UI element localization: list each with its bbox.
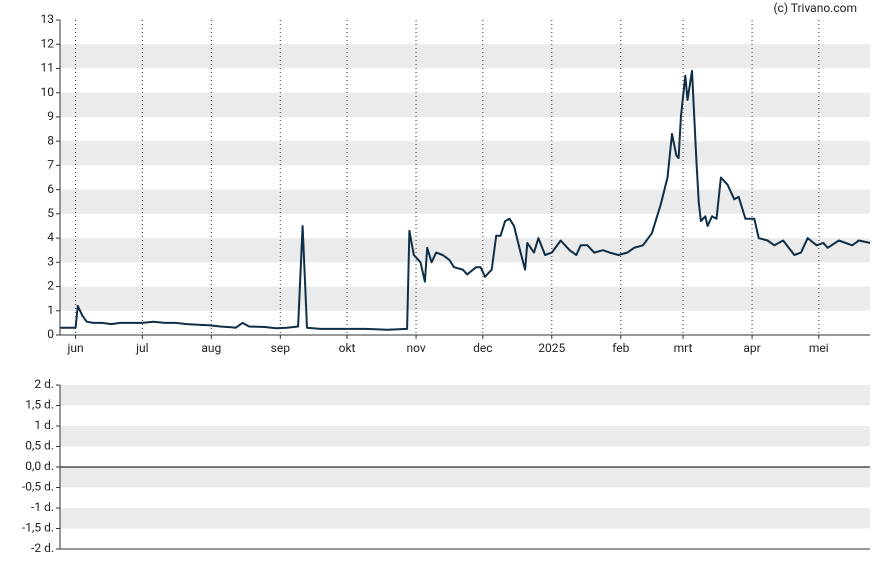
y-tick-label: 0,5 d. (25, 439, 54, 453)
y-tick-label: 13 (41, 12, 55, 26)
y-tick-label: 1 (47, 303, 54, 317)
y-tick-label: 2 d. (34, 377, 54, 391)
price-line (60, 69, 871, 331)
y-tick-label: 10 (41, 85, 55, 99)
y-tick-label: 1,5 d. (25, 398, 54, 412)
y-tick-label: 11 (41, 61, 55, 75)
y-tick-label: 0 (47, 327, 54, 341)
y-tick-label: 9 (47, 109, 54, 123)
y-tick-label: 6 (47, 182, 54, 196)
band (60, 238, 870, 263)
x-tick-label: aug (201, 341, 221, 355)
x-tick-label: mei (809, 341, 829, 355)
band (60, 467, 870, 488)
band (60, 189, 870, 214)
band (60, 44, 870, 69)
x-tick-label: nov (406, 341, 425, 355)
y-tick-label: 8 (47, 133, 54, 147)
credit: (c) Trivano.com (773, 1, 857, 15)
y-tick-label: 1 d. (34, 418, 54, 432)
x-tick-label: jun (67, 341, 84, 355)
x-tick-label: jul (135, 341, 148, 355)
y-tick-label: 2 (47, 279, 54, 293)
x-tick-label: feb (612, 341, 629, 355)
band (60, 385, 870, 406)
band (60, 508, 870, 529)
y-tick-label: 3 (47, 254, 54, 268)
y-tick-label: 7 (47, 158, 54, 172)
y-tick-label: -0,5 d. (22, 480, 54, 494)
x-tick-label: okt (339, 341, 356, 355)
y-tick-label: 4 (47, 230, 54, 244)
x-tick-label: sep (271, 341, 291, 355)
x-tick-label: apr (743, 341, 760, 355)
y-tick-label: -1,5 d. (22, 521, 54, 535)
x-tick-label: mrt (674, 341, 693, 355)
x-tick-label: dec (473, 341, 492, 355)
band (60, 141, 870, 166)
band (60, 286, 870, 311)
y-tick-label: -2 d. (31, 541, 54, 555)
y-tick-label: 0,0 d. (25, 459, 54, 473)
y-tick-label: 12 (41, 36, 55, 50)
y-tick-label: -1 d. (31, 500, 54, 514)
band (60, 426, 870, 447)
x-tick-label: 2025 (538, 341, 565, 355)
band (60, 92, 870, 117)
y-tick-label: 5 (47, 206, 54, 220)
